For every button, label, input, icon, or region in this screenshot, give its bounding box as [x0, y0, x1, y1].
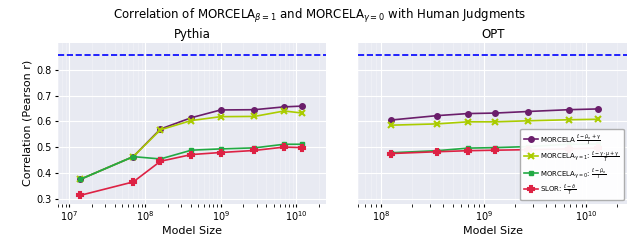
Legend: MORCELA $\frac{\ell - \hat{\mu}_{o} + \gamma}{T}$, MORCELA$_{\gamma=1}$: $\frac{: MORCELA $\frac{\ell - \hat{\mu}_{o} + \g…	[520, 128, 624, 200]
Title: Pythia: Pythia	[173, 28, 211, 41]
Text: Correlation of MORCELA$_{\beta = 1}$ and MORCELA$_{\gamma = 0}$ with Human Judgm: Correlation of MORCELA$_{\beta = 1}$ and…	[113, 7, 527, 25]
X-axis label: Model Size: Model Size	[463, 226, 523, 236]
Title: OPT: OPT	[481, 28, 504, 41]
X-axis label: Model Size: Model Size	[162, 226, 222, 236]
Y-axis label: Correlation (Pearson r): Correlation (Pearson r)	[22, 60, 33, 186]
